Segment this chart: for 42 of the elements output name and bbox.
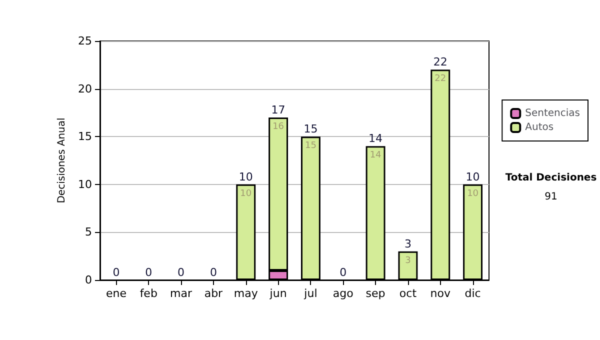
x-tick-label: ene bbox=[106, 287, 127, 300]
y-tick-label: 15 bbox=[78, 130, 92, 144]
y-tick-label: 0 bbox=[85, 274, 92, 286]
total-label: 0 bbox=[340, 266, 347, 279]
x-tick-label: nov bbox=[430, 287, 451, 300]
total-label: 17 bbox=[271, 103, 286, 116]
data-label: 14 bbox=[370, 150, 382, 161]
y-tick-label: 5 bbox=[85, 226, 92, 239]
data-label: 15 bbox=[304, 141, 316, 152]
text: Total Decisiones bbox=[505, 172, 597, 184]
y-axis-title: Decisiones Anual bbox=[56, 118, 68, 204]
y-tick-label: 25 bbox=[78, 34, 92, 48]
total-label: 15 bbox=[304, 122, 318, 136]
x-tick-label: mar bbox=[170, 287, 193, 300]
legend-label: Sentencias bbox=[525, 108, 580, 119]
total-label: 0 bbox=[145, 266, 152, 279]
x-tick-label: abr bbox=[204, 287, 224, 300]
total-label: 0 bbox=[178, 266, 185, 279]
y-tick-label: 10 bbox=[78, 178, 92, 191]
x-tick-label: dic bbox=[464, 287, 481, 300]
total-label: 22 bbox=[433, 56, 448, 69]
data-label: 3 bbox=[405, 256, 411, 266]
data-label: 16 bbox=[272, 122, 284, 132]
text: 91 bbox=[544, 192, 558, 202]
x-tick-label: ago bbox=[332, 287, 354, 300]
y-tick-label: 20 bbox=[78, 82, 92, 96]
x-tick-label: feb bbox=[140, 287, 158, 300]
legend-label: Autos bbox=[525, 122, 554, 133]
total-label: 10 bbox=[466, 170, 480, 184]
x-tick-label: jul bbox=[303, 287, 318, 300]
total-label: 0 bbox=[210, 266, 217, 279]
total-label: 3 bbox=[404, 237, 412, 250]
data-label: 10 bbox=[240, 188, 252, 199]
data-label: 10 bbox=[467, 188, 479, 199]
x-tick-label: sep bbox=[366, 287, 386, 300]
total-label: 10 bbox=[238, 170, 253, 184]
x-tick-label: may bbox=[234, 287, 258, 300]
total-label: 14 bbox=[368, 132, 383, 146]
x-tick-label: jun bbox=[268, 287, 287, 300]
total-label: 0 bbox=[112, 266, 120, 279]
data-label: 22 bbox=[434, 74, 446, 84]
x-tick-label: oct bbox=[399, 287, 418, 300]
